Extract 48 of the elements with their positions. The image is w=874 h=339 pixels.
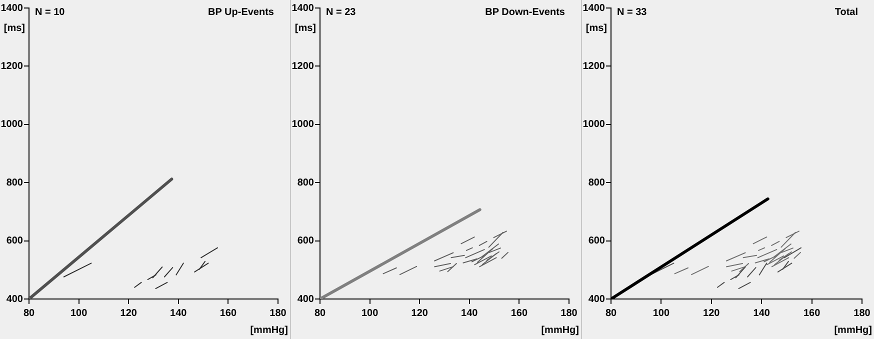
y-tick-label: 1400 — [0, 2, 24, 14]
y-tick-label: 1200 — [292, 60, 314, 72]
x-tick-label: 100 — [361, 308, 379, 319]
y-tick-label: 600 — [297, 236, 314, 247]
chart-title: BP Up-Events — [208, 6, 274, 18]
x-tick-label: 80 — [314, 308, 326, 319]
y-tick-label: 1200 — [582, 60, 606, 72]
x-tick-label: 140 — [461, 308, 478, 319]
x-tick-label: 100 — [70, 308, 88, 319]
x-tick-label: 180 — [854, 308, 871, 319]
x-tick-label: 160 — [220, 308, 237, 319]
annotation: N = 33 — [617, 6, 648, 18]
y-tick-label: 600 — [6, 236, 24, 247]
x-tick-label: 120 — [120, 308, 138, 319]
x-tick-label: 160 — [510, 308, 528, 319]
annotation: N = 23 — [326, 6, 356, 18]
chart-title: Total — [834, 6, 858, 18]
y-tick-label: 1200 — [0, 60, 24, 72]
y-tick-label: 1000 — [0, 119, 24, 130]
y-tick-label: 400 — [6, 294, 24, 305]
y-tick-label: 800 — [588, 177, 606, 188]
x-axis-title: [mmHg] — [541, 324, 579, 336]
x-axis-title: [mmHg] — [834, 324, 872, 336]
y-tick-label: 800 — [6, 177, 24, 188]
y-axis-title: [ms] — [294, 22, 316, 34]
y-tick-label: 1400 — [292, 2, 314, 14]
y-tick-label: 400 — [588, 294, 606, 305]
x-tick-label: 120 — [703, 308, 720, 319]
y-tick-label: 800 — [297, 177, 314, 188]
x-tick-label: 180 — [560, 308, 578, 319]
x-tick-label: 100 — [652, 308, 670, 319]
y-axis-title: [ms] — [586, 22, 607, 34]
x-tick-label: 140 — [753, 308, 770, 319]
y-tick-label: 1000 — [582, 119, 606, 130]
x-tick-label: 140 — [170, 308, 188, 319]
x-tick-label: 180 — [270, 308, 287, 319]
x-tick-label: 80 — [605, 308, 617, 319]
x-tick-label: 80 — [23, 308, 35, 319]
y-tick-label: 1000 — [292, 119, 314, 130]
y-tick-label: 600 — [588, 236, 606, 247]
chart-title: BP Down-Events — [485, 6, 566, 18]
y-axis-title: [ms] — [4, 22, 25, 34]
y-tick-label: 1400 — [582, 2, 606, 14]
x-axis-title: [mmHg] — [250, 324, 288, 336]
annotation: N = 10 — [35, 6, 66, 18]
x-tick-label: 160 — [803, 308, 821, 319]
x-tick-label: 120 — [411, 308, 428, 319]
y-tick-label: 400 — [297, 294, 314, 305]
